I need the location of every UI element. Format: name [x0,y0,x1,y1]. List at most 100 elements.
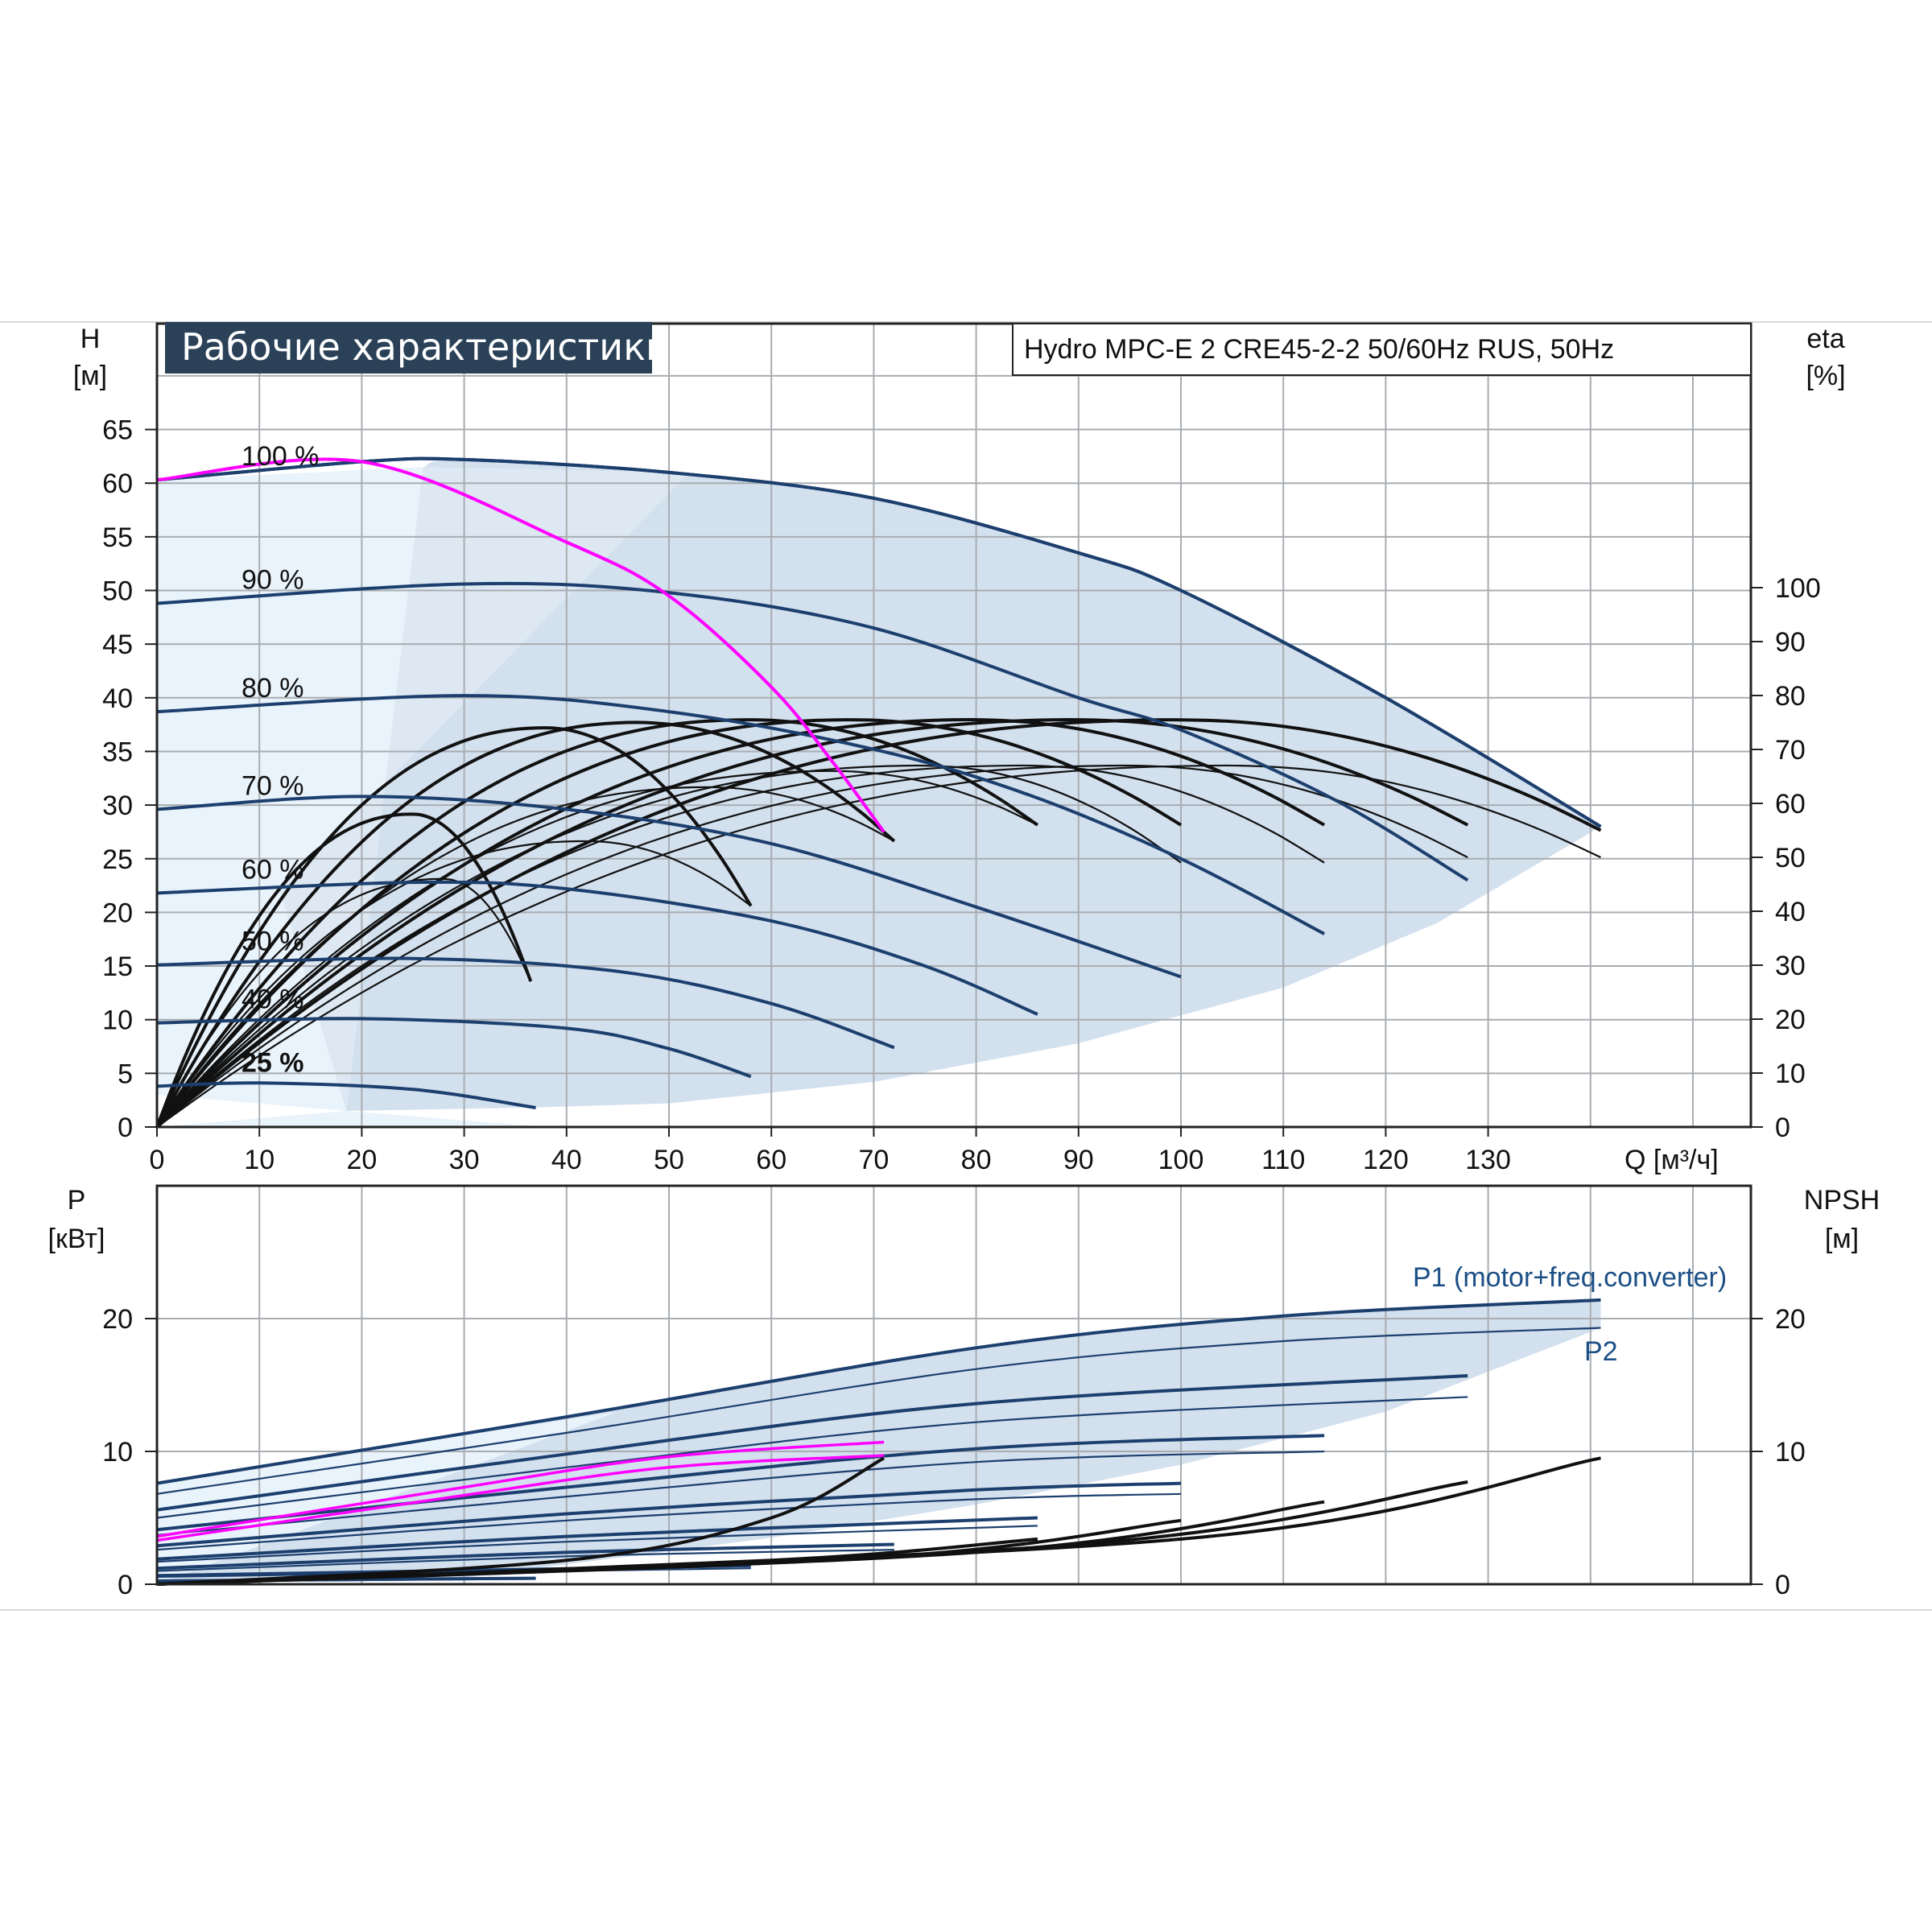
q-tick-label: 40 [551,1145,582,1175]
head-curve [156,1017,752,1079]
q-tick-label: 30 [449,1145,480,1175]
magenta-power-curve [156,1454,885,1542]
p2-curve [156,1396,1468,1519]
title-box [165,322,652,374]
speed-label: 90 % [242,564,304,595]
efficiency-curve [155,718,1183,1129]
h-tick-label: 55 [102,522,133,553]
efficiency-curve [156,770,1038,1128]
h-tick-label: 5 [118,1059,133,1089]
h-tick-label: 50 [102,576,133,607]
p1-curve [156,1298,1601,1485]
q-tick-label: 90 [1063,1145,1094,1175]
q-tick-label: 60 [756,1145,786,1175]
p1-curve [156,1481,1182,1548]
h-tick-label: 10 [102,1005,133,1036]
eta-tick-label: 90 [1775,627,1806,658]
h-tick-label: 20 [102,898,133,928]
operating-envelope [157,459,1601,1127]
efficiency-curve [156,764,1325,1128]
speed-label: 60 % [242,854,304,885]
left-axis-label-unit: [м] [73,361,107,391]
p-axis-ticks: 0 10 20 [102,1304,157,1600]
h-tick-label: 45 [102,630,133,660]
head-curve [156,456,1602,828]
p2-curve [156,1450,1325,1537]
p-tick-label: 0 [118,1570,133,1600]
eta-tick-label: 0 [1775,1113,1790,1143]
speed-label: 80 % [242,673,304,704]
q-tick-label: 80 [961,1145,992,1175]
npsh-tick-label: 20 [1775,1304,1806,1335]
h-tick-label: 25 [102,844,133,875]
q-tick-label: 120 [1363,1145,1409,1175]
bottom-grid [157,1186,1751,1584]
speed-label: 70 % [242,770,304,801]
envelope-mid-region [279,467,690,1112]
p1-curve [156,1434,1325,1532]
magenta-system-curve [156,457,886,833]
efficiency-curve [156,877,532,1128]
speed-label: 40 % [242,985,304,1015]
h-tick-label: 35 [102,737,133,767]
p1-curve [156,1542,894,1571]
eta-tick-label: 50 [1775,843,1806,873]
eta-tick-label: 70 [1775,735,1806,766]
h-tick-label: 15 [102,952,133,982]
q-tick-label: 50 [654,1145,684,1175]
eta-tick-label: 100 [1775,573,1821,604]
top-chart: Рабочие характеристики Hydro MPC-E 2 CRE… [73,322,1846,1175]
q-tick-label: 10 [244,1145,275,1175]
h-tick-label: 40 [102,683,133,714]
x-axis-label: Q [м³/ч] [1624,1145,1719,1175]
efficiency-curve [156,764,1468,1128]
h-tick-label: 30 [102,791,133,821]
p2-curve [156,1525,1038,1563]
efficiency-curve [155,718,1469,1129]
h-tick-label: 65 [102,415,133,446]
speed-labels: 100 % 90 % 80 % 70 % 60 % 50 % 40 % 25 % [242,441,319,1078]
p2-series-label: P2 [1584,1336,1618,1367]
p2-curve [156,1549,894,1572]
eta-tick-label: 80 [1775,681,1806,712]
model-name: Hydro MPC-E 2 CRE45-2-2 50/60Hz RUS, 50H… [1024,334,1614,365]
efficiency-curve [155,718,1602,1129]
speed-label: 50 % [242,927,304,957]
left-axis-label-h: H [80,324,101,354]
h-tick-label: 0 [118,1113,133,1143]
bottom-curves [156,1298,1601,1586]
eta-tick-label: 20 [1775,1005,1806,1035]
q-tick-label: 130 [1465,1145,1511,1175]
head-curve [156,956,895,1050]
right-axis-ticks: 0 10 20 30 40 50 60 70 80 90 100 [1751,573,1821,1143]
p1-curve [156,1374,1468,1512]
npsh-tick-label: 0 [1775,1570,1790,1600]
bottom-plot-border [155,1184,1752,1586]
eta-tick-label: 40 [1775,897,1806,927]
p-axis-label: P [68,1185,86,1216]
head-curve [156,694,1326,935]
right-axis-label-eta: eta [1806,324,1844,354]
npsh-tick-label: 10 [1775,1437,1806,1468]
efficiency-curve [156,786,895,1128]
top-curves [155,456,1602,1129]
npsh-axis-ticks: 0 10 20 [1751,1304,1806,1600]
right-axis-label-unit: [%] [1806,361,1845,391]
npsh-axis-label: NPSH [1804,1185,1880,1216]
speed-label: 100 % [242,441,319,472]
q-tick-label: 110 [1261,1145,1305,1175]
magenta-power-curve [156,1440,885,1538]
q-tick-label: 70 [858,1145,889,1175]
p-tick-label: 10 [102,1437,133,1468]
head-curve [156,880,1038,1016]
p2-curve [156,1327,1601,1495]
efficiency-curve [155,812,533,1128]
left-axis-ticks: 0 5 10 15 20 25 30 35 40 45 50 55 60 65 [102,415,157,1143]
h-tick-label: 60 [102,469,133,499]
p-axis-unit: [кВт] [48,1224,105,1254]
chart-title: Рабочие характеристики [181,325,670,369]
eta-tick-label: 30 [1775,951,1806,981]
speed-label: 25 % [242,1047,304,1078]
efficiency-curve [156,840,752,1128]
